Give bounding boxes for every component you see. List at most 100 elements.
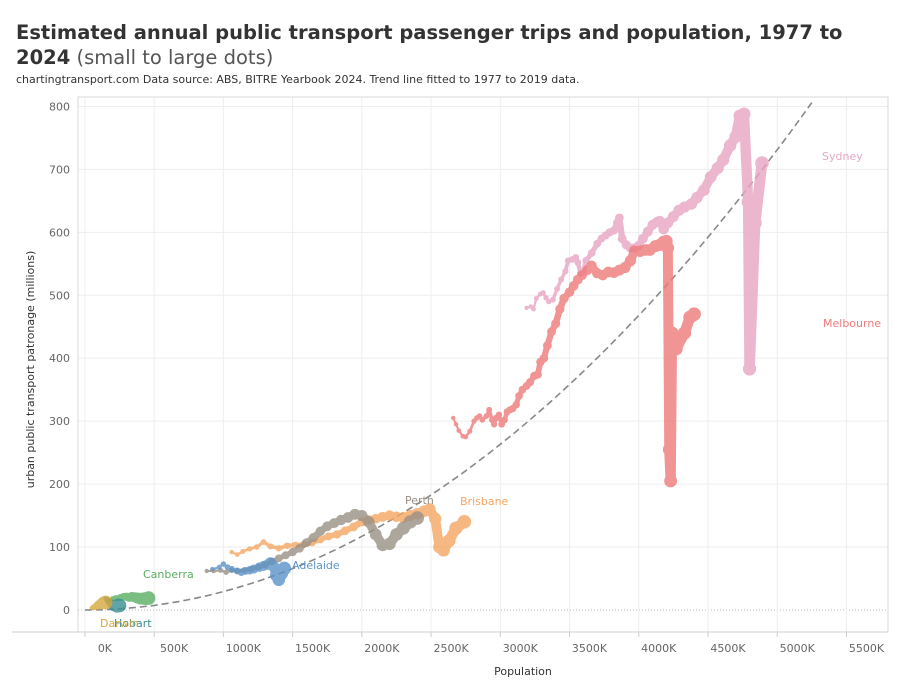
series-segment	[738, 108, 754, 208]
data-point	[437, 543, 450, 557]
data-point	[586, 260, 597, 271]
data-point	[737, 107, 751, 121]
data-point	[98, 595, 113, 610]
data-point	[704, 170, 717, 183]
x-tick-label: 5000K	[780, 642, 816, 655]
x-tick-label: 1500K	[295, 642, 331, 655]
data-point	[524, 305, 529, 311]
city-label-sydney: Sydney	[822, 150, 863, 163]
series-group	[89, 107, 769, 613]
data-point	[315, 526, 326, 537]
data-point	[669, 342, 683, 356]
data-point	[543, 295, 549, 301]
data-point	[457, 515, 472, 529]
y-tick-label: 300	[49, 415, 70, 428]
data-point	[456, 428, 462, 433]
y-tick-label: 800	[49, 100, 70, 113]
data-point	[429, 512, 442, 525]
city-label-brisbane: Brisbane	[460, 495, 509, 508]
data-point	[234, 552, 240, 557]
data-point	[281, 551, 290, 560]
data-point	[542, 341, 552, 351]
data-point	[340, 526, 350, 535]
data-point	[204, 568, 209, 574]
y-tick-label: 200	[49, 478, 70, 491]
data-point	[533, 295, 539, 301]
data-point	[210, 566, 215, 572]
data-point	[302, 538, 311, 548]
data-point	[540, 290, 546, 296]
title-block: Estimated annual public transport passen…	[16, 20, 886, 86]
data-point	[479, 417, 486, 423]
x-tick-label: 3000K	[503, 642, 539, 655]
trend-line	[84, 102, 813, 611]
data-point	[228, 565, 235, 573]
series-segment	[665, 327, 678, 487]
data-point	[423, 503, 436, 516]
data-point	[463, 434, 469, 440]
plot-frame	[77, 96, 889, 633]
data-point	[664, 474, 678, 488]
x-tick-label: 2500K	[433, 642, 469, 655]
x-tick-label: 2000K	[364, 642, 400, 655]
city-labels: Sydney Melbourne Brisbane Perth Adelaide Canb…	[100, 150, 881, 630]
chart-title-main: Estimated annual public transport passen…	[16, 21, 843, 69]
data-point	[691, 191, 703, 204]
x-tick-label: 0K	[98, 642, 113, 655]
city-label-darwin: Darwin	[100, 617, 139, 630]
data-point	[677, 326, 692, 340]
data-point	[220, 561, 227, 567]
data-point	[277, 561, 292, 576]
data-point	[483, 413, 490, 420]
data-point	[216, 564, 222, 570]
data-point	[229, 549, 234, 555]
data-point	[495, 411, 503, 419]
x-tick-label: 1000K	[226, 642, 262, 655]
data-point	[349, 522, 358, 532]
data-point	[410, 511, 425, 525]
city-label-adelaide: Adelaide	[292, 559, 340, 572]
y-axis-title: urban public transport patronage (millio…	[24, 251, 37, 489]
series-brisbane	[229, 503, 472, 557]
y-tick-label: 700	[49, 163, 70, 176]
data-point	[267, 560, 280, 572]
data-point	[283, 542, 291, 550]
data-point	[531, 306, 536, 312]
data-point	[253, 544, 260, 550]
data-point	[332, 530, 342, 539]
data-point	[755, 156, 769, 170]
y-tick-label: 500	[49, 289, 70, 302]
data-point	[308, 533, 318, 543]
series-sydney	[524, 107, 769, 376]
x-tick-label: 3500K	[572, 642, 608, 655]
data-point	[363, 516, 375, 528]
x-tick-label: 4000K	[641, 642, 677, 655]
data-point	[729, 130, 742, 143]
data-point	[609, 226, 619, 235]
series-segment	[744, 217, 761, 375]
data-point	[369, 528, 382, 541]
x-axis-title: Population	[494, 665, 552, 678]
data-point	[551, 319, 561, 329]
data-point	[748, 216, 762, 230]
x-tick-label: 4500K	[710, 642, 746, 655]
data-point	[288, 547, 297, 557]
data-point	[260, 539, 267, 545]
y-tick-label: 400	[49, 352, 70, 365]
data-point	[486, 406, 493, 413]
series-melbourne	[451, 234, 701, 488]
data-point	[662, 443, 676, 456]
data-point	[223, 569, 229, 575]
data-point	[274, 554, 283, 563]
data-point	[539, 353, 549, 363]
trend-line-group	[84, 102, 813, 611]
data-point	[555, 304, 565, 314]
city-label-canberra: Canberra	[143, 568, 194, 581]
data-point	[717, 153, 730, 167]
series-adelaide	[210, 557, 292, 587]
data-point	[615, 213, 624, 223]
data-point	[562, 268, 569, 275]
data-point	[501, 416, 508, 424]
data-point	[638, 233, 648, 244]
